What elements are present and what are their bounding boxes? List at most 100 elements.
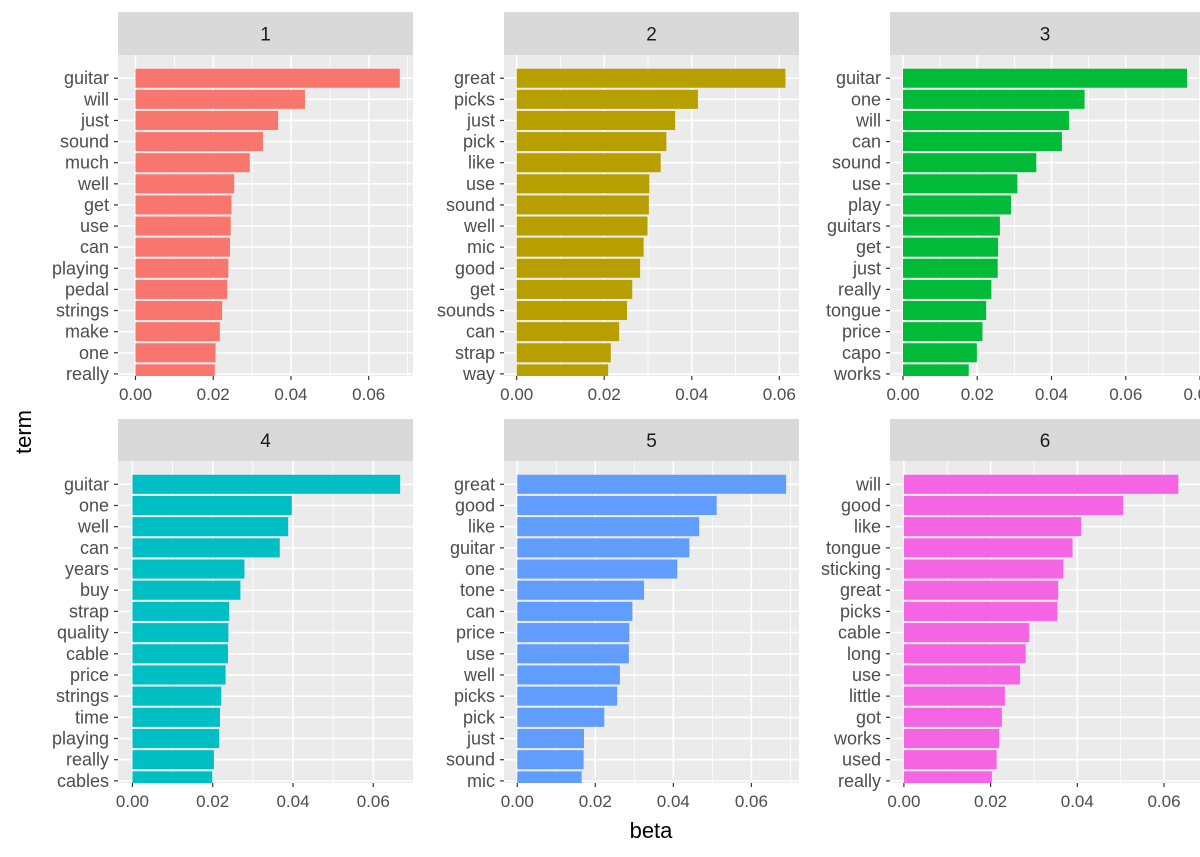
bar-buy xyxy=(132,580,241,600)
x-tick-label: 0.02 xyxy=(196,792,229,811)
bar-use xyxy=(517,644,629,664)
bar-one xyxy=(902,89,1085,109)
bar-use xyxy=(516,174,650,194)
facet-strip xyxy=(504,12,799,55)
bar-great xyxy=(517,474,787,494)
bar-guitars xyxy=(902,216,1000,236)
x-tick-label: 0.06 xyxy=(352,385,385,404)
bar-can xyxy=(517,601,633,621)
bar-like xyxy=(903,517,1082,537)
term-label: strings xyxy=(56,686,109,706)
bar-get xyxy=(135,195,232,215)
bar-tongue xyxy=(902,301,987,321)
term-label: strings xyxy=(56,301,109,321)
bar-really xyxy=(903,771,992,783)
bar-great xyxy=(903,580,1059,600)
term-label: got xyxy=(856,707,881,727)
facet-panel-3: 3 guitaronewillcansounduseplayguitarsgetj… xyxy=(826,12,1200,404)
bar-use xyxy=(135,216,231,236)
term-label: play xyxy=(848,195,881,215)
term-label: just xyxy=(466,110,495,130)
panel-plot-area xyxy=(890,461,1200,783)
bar-price xyxy=(132,665,226,685)
bar-sound xyxy=(516,195,649,215)
facet-strip-label: 6 xyxy=(1040,431,1051,452)
bar-like xyxy=(517,517,700,537)
term-label: use xyxy=(852,174,881,194)
term-label: well xyxy=(463,216,495,236)
bar-tone xyxy=(517,580,645,600)
term-label: great xyxy=(454,68,495,88)
term-label: much xyxy=(65,153,109,173)
term-label: pick xyxy=(463,132,496,152)
facet-strip xyxy=(118,419,413,461)
term-label: one xyxy=(79,495,109,515)
bar-cable xyxy=(132,644,228,664)
term-label: one xyxy=(851,89,881,109)
term-label: will xyxy=(855,474,881,494)
term-label: sounds xyxy=(437,301,495,321)
term-label: will xyxy=(83,89,109,109)
bar-capo xyxy=(902,343,977,363)
bar-well xyxy=(132,517,289,537)
term-label: cable xyxy=(66,644,109,664)
term-label: price xyxy=(456,623,495,643)
x-tick-label: 0.00 xyxy=(500,385,533,404)
x-tick-label: 0.06 xyxy=(357,792,390,811)
bar-pick xyxy=(517,707,605,727)
bar-sound xyxy=(902,153,1037,173)
term-label: strap xyxy=(69,601,109,621)
bar-really xyxy=(132,750,214,770)
facet-panel-2: 2 greatpicksjustpicklikeusesoundwellmicgo… xyxy=(437,12,799,404)
bar-price xyxy=(902,322,983,342)
bar-really xyxy=(902,279,992,299)
term-label: pick xyxy=(463,707,496,727)
term-label: sticking xyxy=(821,559,881,579)
bar-guitar xyxy=(517,538,690,558)
term-label: can xyxy=(80,237,109,257)
bar-use xyxy=(902,174,1018,194)
term-label: long xyxy=(847,644,881,664)
term-label: just xyxy=(80,110,109,130)
term-label: well xyxy=(77,174,109,194)
term-label: get xyxy=(84,195,109,215)
term-label: really xyxy=(838,771,881,791)
term-label: works xyxy=(833,729,881,749)
term-label: guitar xyxy=(64,474,109,494)
term-label: sound xyxy=(446,750,495,770)
bar-great xyxy=(516,68,786,88)
bar-strings xyxy=(135,301,223,321)
term-label: really xyxy=(838,279,881,299)
bar-will xyxy=(135,89,305,109)
term-label: guitar xyxy=(64,68,109,88)
x-tick-label: 0.00 xyxy=(887,792,920,811)
x-tick-label: 0.04 xyxy=(1061,792,1094,811)
term-label: tongue xyxy=(826,301,881,321)
facet-panel-1: 1 guitarwilljustsoundmuchwellgetusecanpla… xyxy=(52,12,413,404)
term-label: price xyxy=(70,665,109,685)
term-label: playing xyxy=(52,258,109,278)
term-label: way xyxy=(462,364,495,384)
term-label: price xyxy=(842,322,881,342)
x-tick-label: 0.06 xyxy=(1147,792,1180,811)
facet-panel-6: 6 willgoodliketonguestickinggreatpickscab… xyxy=(821,419,1200,811)
term-label: quality xyxy=(57,623,109,643)
bar-will xyxy=(903,474,1179,494)
bar-little xyxy=(903,686,1005,706)
term-label: just xyxy=(852,258,881,278)
bar-strings xyxy=(132,686,222,706)
x-tick-label: 0.02 xyxy=(197,385,230,404)
term-label: good xyxy=(455,258,495,278)
bar-one xyxy=(132,495,292,516)
x-tick-label: 0.04 xyxy=(274,385,307,404)
term-label: will xyxy=(855,110,881,130)
x-axis-title: beta xyxy=(630,818,674,843)
bar-picks xyxy=(516,89,698,109)
x-tick-label: 0.00 xyxy=(886,385,919,404)
bar-long xyxy=(903,644,1026,664)
term-label: well xyxy=(463,665,495,685)
term-label: like xyxy=(854,517,881,537)
term-label: picks xyxy=(840,601,881,621)
x-tick-label: 0.02 xyxy=(579,792,612,811)
x-tick-label: 0.06 xyxy=(763,385,796,404)
